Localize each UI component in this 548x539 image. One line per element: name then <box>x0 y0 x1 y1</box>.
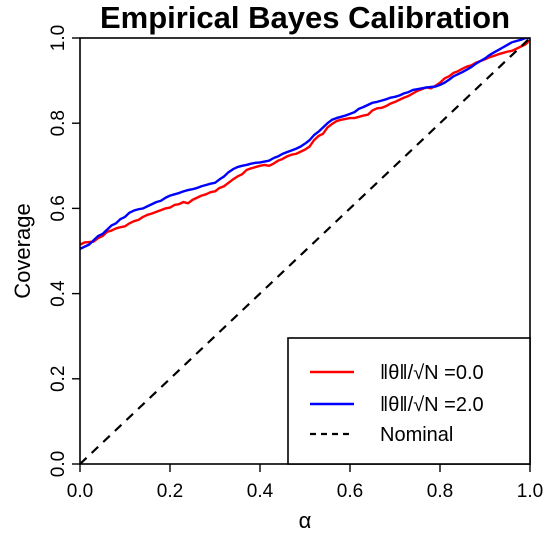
series-line-3 <box>80 38 530 464</box>
y-tick-label: 0.8 <box>48 110 69 136</box>
y-tick-label: 0.6 <box>48 195 69 221</box>
x-tick-label: 0.4 <box>247 481 274 502</box>
axes: 0.0 0.2 0.4 0.6 0.8 1.0 0.0 0.2 0.4 0.6 0.8 1.0 <box>48 25 543 502</box>
y-axis-label: Coverage <box>10 203 35 298</box>
plot-area <box>80 38 530 464</box>
x-tick-label: 0.8 <box>427 481 453 502</box>
y-tick-label: 1.0 <box>48 25 69 51</box>
legend-label-2: ‖θ‖/√N =2.0 <box>380 394 484 416</box>
chart-title: Empirical Bayes Calibration <box>100 0 510 35</box>
x-tick-label: 0.6 <box>337 481 363 502</box>
x-axis-label: α <box>299 508 312 533</box>
x-tick-label: 0.0 <box>67 481 93 502</box>
legend-label-1: ‖θ‖/√N =0.0 <box>380 362 484 384</box>
x-tick-label: 0.2 <box>157 481 183 502</box>
legend-label-3: Nominal <box>380 424 453 446</box>
y-tick-label: 0.4 <box>48 280 69 307</box>
legend-box <box>287 337 531 465</box>
y-tick-label: 0.2 <box>48 366 69 392</box>
series-line-1 <box>80 39 530 246</box>
y-tick-label: 0.0 <box>48 451 69 477</box>
legend: ‖θ‖/√N =0.0 ‖θ‖/√N =2.0 Nominal <box>287 337 531 465</box>
x-tick-label: 1.0 <box>517 481 543 502</box>
series-line-2 <box>80 38 530 250</box>
